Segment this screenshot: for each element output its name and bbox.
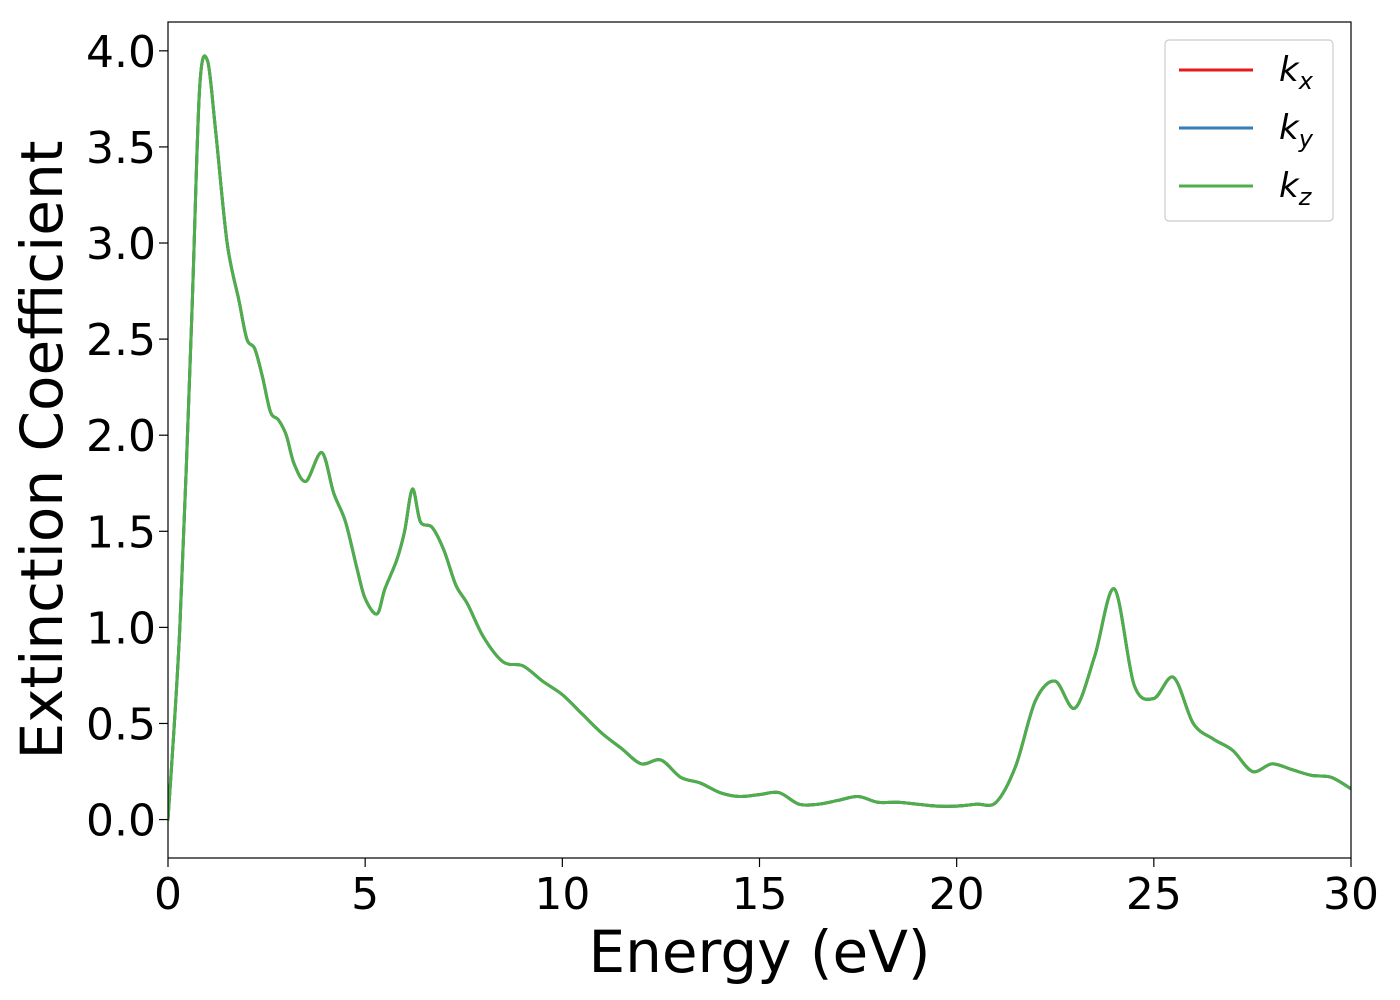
legend-label-subscript: y <box>1298 125 1314 153</box>
legend-label-main: k <box>1279 166 1300 206</box>
y-axis-label: Extinction Coefficient <box>8 141 76 760</box>
x-tick-label: 10 <box>534 869 590 920</box>
legend-label-subscript: z <box>1298 183 1313 211</box>
y-tick-label: 2.0 <box>86 411 156 462</box>
series-line-kz <box>168 54 1351 822</box>
y-tick-label: 1.5 <box>86 507 156 558</box>
y-tick-label: 4.0 <box>86 27 156 78</box>
series-layer <box>168 54 1351 822</box>
x-tick-label: 25 <box>1126 869 1182 920</box>
x-tick-label: 0 <box>154 869 182 920</box>
x-axis: 0 5 10 15 20 25 30 <box>154 858 1379 920</box>
y-axis: 0.0 0.5 1.0 1.5 2.0 2.5 3.0 3.5 4.0 <box>86 27 168 847</box>
y-tick-label: 0.0 <box>86 796 156 847</box>
y-tick-label: 1.0 <box>86 603 156 654</box>
legend-label-kx: kx <box>1279 50 1314 95</box>
legend-label-subscript: x <box>1298 67 1314 95</box>
y-tick-label: 3.0 <box>86 219 156 270</box>
legend-label-ky: ky <box>1279 108 1314 153</box>
y-tick-label: 0.5 <box>86 699 156 750</box>
legend-label-kz: kz <box>1279 166 1313 211</box>
legend-box <box>1164 39 1334 222</box>
x-tick-label: 30 <box>1323 869 1379 920</box>
y-tick-label: 2.5 <box>86 315 156 366</box>
x-tick-label: 15 <box>732 869 788 920</box>
x-axis-label: Energy (eV) <box>588 918 930 986</box>
x-tick-label: 20 <box>929 869 985 920</box>
legend-label-main: k <box>1279 50 1300 90</box>
y-tick-label: 3.5 <box>86 123 156 174</box>
x-tick-label: 5 <box>351 869 379 920</box>
legend-label-main: k <box>1279 108 1300 148</box>
